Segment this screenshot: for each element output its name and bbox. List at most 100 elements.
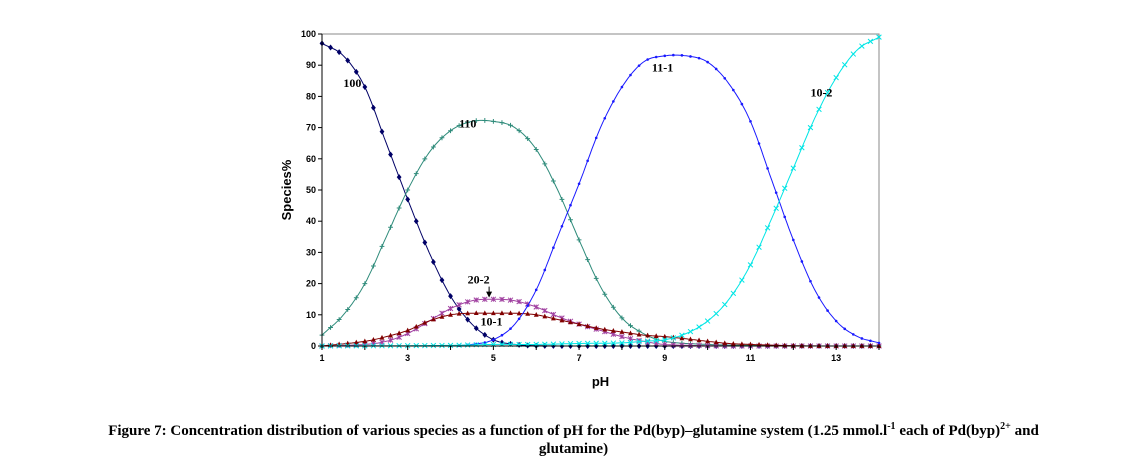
data-point <box>602 291 608 297</box>
data-point <box>465 316 471 323</box>
x-tick-label: 13 <box>831 353 841 363</box>
x-tick-label: 3 <box>405 353 410 363</box>
data-point <box>336 49 342 56</box>
data-point <box>644 338 651 344</box>
data-point <box>603 116 607 120</box>
curve-label: 10-1 <box>481 315 503 329</box>
data-point <box>670 342 677 348</box>
data-point <box>464 342 471 348</box>
series-line <box>321 119 879 347</box>
data-point <box>713 310 719 317</box>
data-point <box>602 340 608 346</box>
series-line <box>321 312 879 347</box>
data-point <box>610 304 616 310</box>
data-point <box>490 296 497 302</box>
y-tick-label: 80 <box>306 91 316 101</box>
data-point <box>730 340 736 346</box>
data-point <box>576 340 582 347</box>
data-point <box>362 338 368 344</box>
data-point <box>585 323 591 329</box>
data-point <box>646 58 649 61</box>
data-point <box>396 330 402 336</box>
data-point <box>688 336 693 342</box>
data-point <box>672 53 675 57</box>
data-point <box>662 333 668 339</box>
x-tick-label: 11 <box>746 353 756 363</box>
data-point <box>593 276 599 281</box>
data-point <box>816 106 822 113</box>
data-point <box>757 142 761 145</box>
data-point <box>568 319 573 325</box>
data-point <box>388 332 393 338</box>
data-point <box>670 335 677 341</box>
caption-line-2: glutamine) <box>538 441 609 457</box>
data-point <box>654 55 658 59</box>
data-point <box>567 340 574 347</box>
y-tick-label: 70 <box>306 123 316 133</box>
data-point <box>748 341 753 347</box>
data-point <box>379 128 385 135</box>
data-point <box>482 118 488 123</box>
data-point <box>869 339 872 343</box>
series-110 <box>319 118 882 349</box>
data-point <box>653 333 659 338</box>
data-point <box>569 203 572 207</box>
data-point <box>619 340 625 346</box>
data-point <box>508 122 513 128</box>
data-point <box>396 334 402 340</box>
data-point <box>431 316 436 322</box>
data-point <box>499 296 505 303</box>
data-point <box>543 268 547 272</box>
data-point <box>783 215 787 219</box>
data-point <box>483 341 487 344</box>
data-point <box>439 277 445 284</box>
data-point <box>824 89 831 96</box>
data-point <box>559 197 565 202</box>
data-point <box>696 324 702 330</box>
data-point <box>636 331 642 337</box>
data-point <box>653 337 659 344</box>
data-point <box>859 43 865 49</box>
data-point <box>328 325 333 330</box>
caption-sup-2: 2+ <box>1000 421 1011 432</box>
data-point <box>405 196 411 203</box>
data-point <box>413 218 419 225</box>
data-point <box>687 342 694 349</box>
x-axis-title: pH <box>592 374 609 389</box>
data-point <box>422 239 428 246</box>
data-point <box>431 258 436 265</box>
data-point <box>371 263 376 269</box>
data-point <box>456 123 462 129</box>
data-point <box>713 339 719 345</box>
series-20-2 <box>319 296 882 349</box>
data-point <box>620 85 624 89</box>
data-point <box>388 224 393 230</box>
data-point <box>456 310 462 316</box>
data-point <box>533 304 539 310</box>
data-point <box>773 205 779 212</box>
data-point <box>877 341 881 345</box>
data-point <box>826 309 829 312</box>
data-point <box>689 55 692 58</box>
data-point <box>447 342 454 349</box>
data-point <box>490 118 496 124</box>
data-point <box>749 120 752 123</box>
data-point <box>439 135 445 141</box>
data-point <box>439 342 445 349</box>
data-point <box>508 310 513 316</box>
data-point <box>388 151 393 158</box>
data-point <box>499 120 505 126</box>
data-point <box>533 312 539 317</box>
data-point <box>396 205 402 211</box>
data-point <box>645 332 651 338</box>
data-point <box>619 315 625 321</box>
data-point <box>679 335 685 341</box>
data-point <box>507 297 514 303</box>
data-point <box>792 238 795 242</box>
data-point <box>739 341 745 347</box>
series-100 <box>319 40 882 349</box>
curve-label: 100 <box>343 76 361 90</box>
data-point <box>833 74 839 81</box>
